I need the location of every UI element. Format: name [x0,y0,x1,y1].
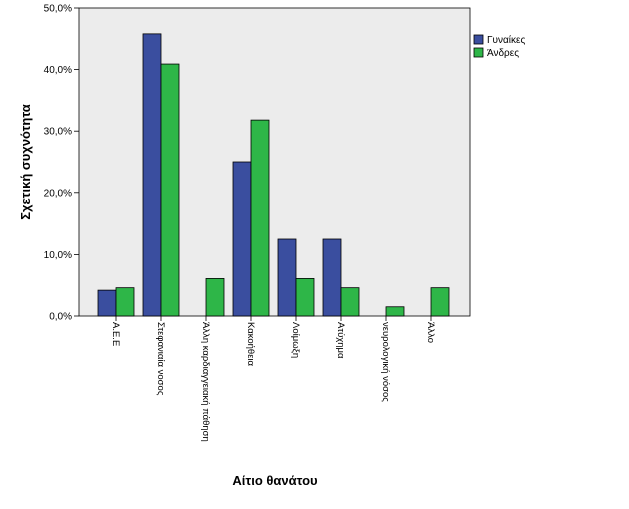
bar-men [340,287,360,317]
bar-men [430,287,450,317]
bar-men [160,63,180,317]
x-tick-label: Α.Ε.Ε [110,322,121,346]
x-tick-label: Άλλο [425,322,436,343]
y-axis: 0,0% 10,0% 20,0% 30,0% 40,0% 50,0% [44,4,79,323]
bars [97,33,450,317]
y-axis-title: Σχετική συχνότητα [18,104,33,220]
bar-women [277,238,297,317]
legend-label: Άνδρες [487,48,519,59]
y-tick-label: 40,0% [44,65,72,76]
bar-men [295,278,315,317]
plot-area [78,7,471,317]
bar-men [385,306,405,317]
bar-men [250,119,270,317]
x-axis: Α.Ε.Ε Στεφανιαία νοσος Άλλη καρδιαγγειακή … [110,316,436,442]
y-tick-label: 20,0% [44,188,72,199]
x-tick-label: νευρολογική νόσος [380,322,391,402]
x-tick-label: Λοίμωξη [290,322,301,358]
bar-women [322,238,342,317]
legend: Γυναίκες Άνδρες [473,34,525,59]
bar-women [142,33,162,317]
y-tick-label: 30,0% [44,127,72,138]
bar-women [232,161,252,317]
x-axis-title: Αίτιο θανάτου [232,473,318,488]
x-tick-label: Ατύχημα [335,322,346,359]
x-tick-label: Κακοήθεια [245,322,256,367]
y-tick-label: 0,0% [49,312,72,323]
bar-women [97,289,117,317]
legend-swatch [473,47,484,58]
bar-men [115,287,135,317]
bar-men [205,278,225,317]
legend-swatch [473,34,484,45]
y-tick-label: 10,0% [44,250,72,261]
legend-label: Γυναίκες [487,34,525,46]
x-tick-label: Άλλη καρδιαγγειακή πάθηση [200,322,211,442]
y-tick-label: 50,0% [44,4,72,15]
x-tick-label: Στεφανιαία νοσος [155,322,166,396]
